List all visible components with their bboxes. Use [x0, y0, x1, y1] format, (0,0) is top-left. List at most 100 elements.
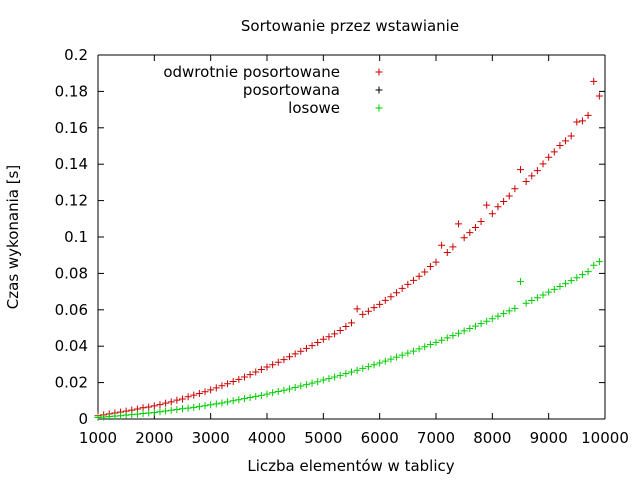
data-point	[308, 379, 316, 387]
data-point	[353, 305, 361, 313]
legend-label: odwrotnie posortowane	[163, 63, 340, 81]
data-point	[297, 347, 305, 355]
data-point	[207, 386, 215, 394]
data-point	[471, 224, 479, 232]
data-point	[302, 381, 310, 389]
data-point	[590, 261, 598, 269]
y-tick-label: 0.06	[55, 301, 88, 319]
data-point	[556, 283, 564, 291]
data-point	[190, 391, 198, 399]
x-tick-label: 8000	[473, 429, 511, 447]
y-tick-label: 0.08	[55, 264, 88, 282]
plot-frame	[97, 54, 606, 420]
data-point	[550, 285, 558, 293]
data-point	[331, 373, 339, 381]
x-ticks: 1000 2000 3000 4000 5000 6000 7000 8000 9000 1000…	[79, 55, 629, 447]
data-point	[291, 384, 299, 392]
data-point	[578, 271, 586, 279]
data-point	[409, 347, 417, 355]
data-point	[156, 408, 164, 416]
data-point	[201, 402, 209, 410]
data-point	[376, 300, 384, 308]
data-point	[207, 401, 215, 409]
y-tick-label: 0.04	[55, 337, 88, 355]
data-point	[105, 413, 113, 421]
data-point	[269, 389, 277, 397]
data-point	[314, 339, 322, 347]
data-point	[477, 320, 485, 328]
data-point	[443, 334, 451, 342]
data-point	[240, 395, 248, 403]
y-tick-label: 0	[78, 410, 88, 428]
chart-title: Sortowanie przez wstawianie	[241, 17, 459, 35]
x-tick-label: 5000	[304, 429, 342, 447]
data-point	[404, 349, 412, 357]
data-point	[455, 329, 463, 337]
data-point	[173, 406, 181, 414]
data-point	[359, 310, 367, 318]
data-point	[556, 141, 564, 149]
data-point	[562, 137, 570, 145]
data-point	[122, 411, 130, 419]
data-point	[184, 393, 192, 401]
data-point	[331, 330, 339, 338]
data-point	[584, 111, 592, 119]
data-point	[533, 294, 541, 302]
data-point	[460, 327, 468, 335]
legend-marker	[375, 104, 383, 112]
data-point	[280, 386, 288, 394]
data-point	[274, 388, 282, 396]
data-point	[522, 177, 530, 185]
data-point	[415, 345, 423, 353]
y-tick-label: 0.18	[55, 82, 88, 100]
data-point	[229, 378, 237, 386]
data-point	[567, 277, 575, 285]
data-point	[133, 410, 141, 418]
data-point	[595, 258, 603, 266]
data-point	[235, 375, 243, 383]
x-tick-label: 9000	[530, 429, 568, 447]
data-point	[269, 361, 277, 369]
y-tick-label: 0.12	[55, 192, 88, 210]
data-point	[415, 272, 423, 280]
data-point	[319, 335, 327, 343]
data-point	[438, 336, 446, 344]
data-point	[218, 399, 226, 407]
x-tick-label: 6000	[361, 429, 399, 447]
data-point	[376, 359, 384, 367]
data-point	[449, 243, 457, 251]
data-point	[117, 412, 125, 420]
x-axis-title: Liczba elementów w tablicy	[247, 457, 454, 475]
data-point	[393, 353, 401, 361]
data-point	[381, 296, 389, 304]
data-point	[488, 315, 496, 323]
data-point	[545, 288, 553, 296]
data-point	[500, 310, 508, 318]
data-point	[567, 132, 575, 140]
data-point	[190, 403, 198, 411]
data-point	[280, 356, 288, 364]
data-point	[517, 278, 524, 286]
data-point	[263, 363, 271, 371]
data-point	[325, 333, 333, 341]
data-point	[528, 172, 536, 180]
data-point	[162, 407, 170, 415]
data-point	[364, 363, 372, 371]
y-tick-label: 0.1	[64, 228, 88, 246]
y-tick-label: 0.16	[55, 119, 88, 137]
data-point	[173, 396, 181, 404]
data-point	[128, 411, 136, 419]
data-point	[195, 403, 203, 411]
data-point	[314, 378, 322, 386]
data-point	[252, 368, 260, 376]
series-layer	[94, 77, 603, 422]
x-tick-label: 10000	[581, 429, 629, 447]
data-point	[483, 201, 491, 209]
data-point	[167, 406, 175, 414]
data-point	[528, 297, 536, 305]
data-point	[212, 384, 220, 392]
y-ticks: 0 0.02 0.04 0.06 0.08 0.1 0.12 0.14 0.16 0.18 0.2	[55, 46, 605, 428]
data-point	[460, 234, 468, 242]
data-point	[218, 382, 226, 390]
